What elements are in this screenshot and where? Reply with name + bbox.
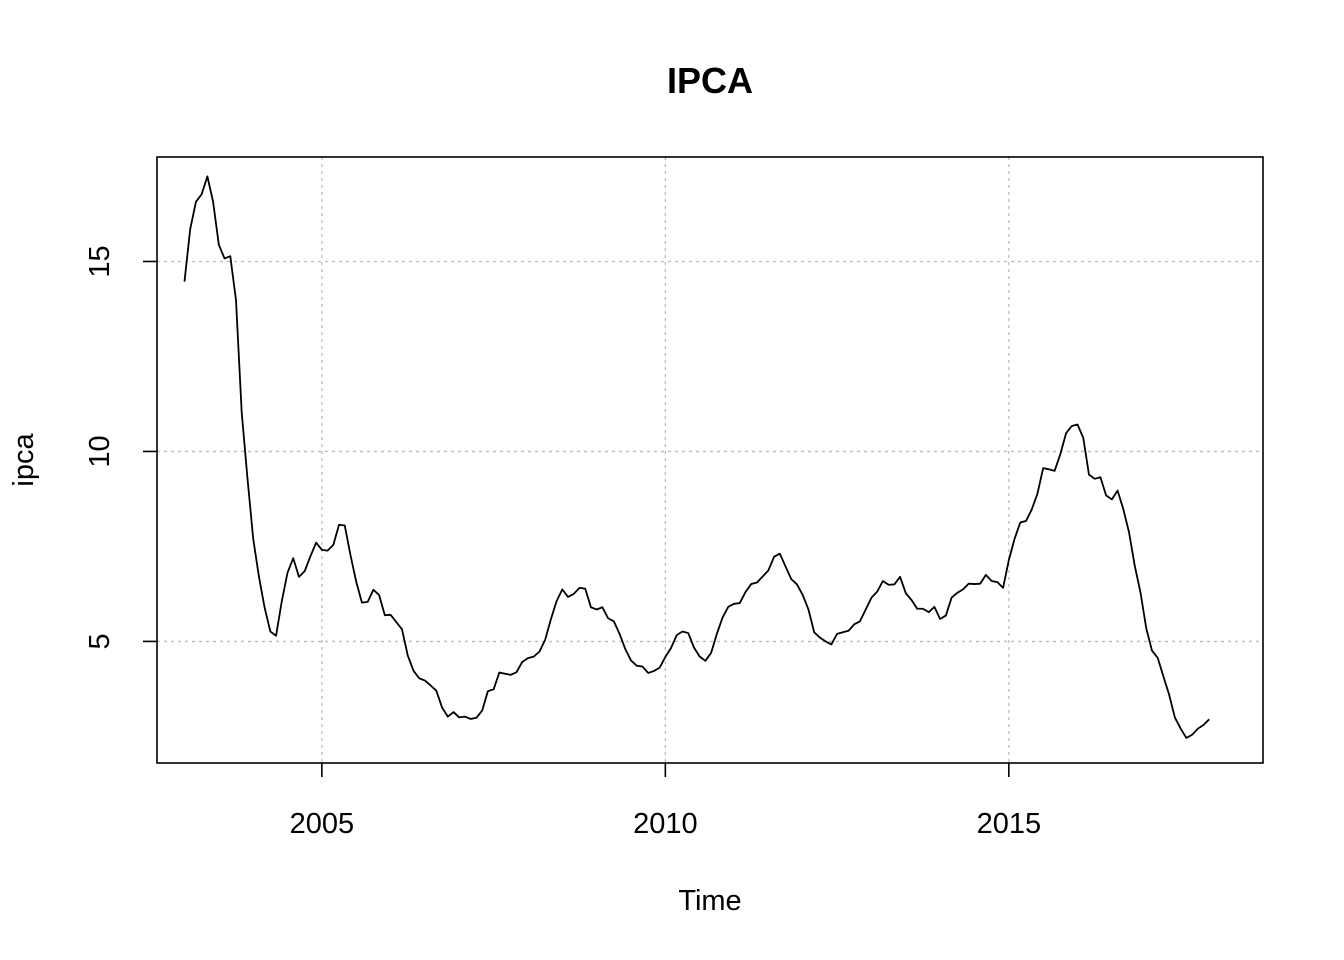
- y-axis-label: ipca: [8, 433, 40, 487]
- x-tick-label: 2015: [977, 808, 1042, 840]
- chart-title: IPCA: [667, 60, 753, 101]
- plot-frame: [156, 156, 1264, 764]
- y-tick-label: 10: [84, 435, 116, 467]
- y-tick-label: 15: [84, 245, 116, 277]
- x-axis-label: Time: [678, 885, 741, 917]
- x-axis: 2005 2010 2015: [290, 763, 1041, 840]
- ipca-series-line: [183, 175, 1210, 739]
- grid-lines: [157, 157, 1263, 763]
- x-tick-label: 2005: [290, 808, 355, 840]
- y-axis: 5 10 15: [84, 245, 157, 649]
- y-tick-label: 5: [84, 633, 116, 649]
- x-tick-label: 2010: [633, 808, 698, 840]
